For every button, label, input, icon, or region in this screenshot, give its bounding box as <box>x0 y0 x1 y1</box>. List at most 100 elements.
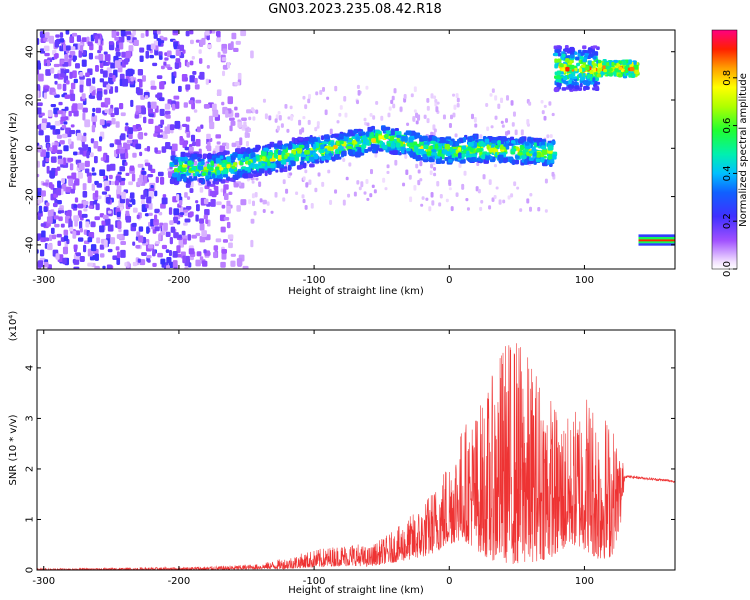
heatmap-cell <box>327 169 331 174</box>
heatmap-cell <box>115 139 122 145</box>
heatmap-cell <box>116 211 121 218</box>
heatmap-cell <box>110 112 115 118</box>
heatmap-cell <box>230 120 236 126</box>
heatmap-cell <box>343 95 347 102</box>
heatmap-cell <box>602 64 606 70</box>
heatmap-cell <box>231 32 237 40</box>
heatmap-cell <box>185 84 191 90</box>
heatmap-cell <box>115 51 121 57</box>
heatmap-cell <box>37 90 40 98</box>
heatmap-cell <box>39 48 46 54</box>
heatmap-cell <box>157 134 163 138</box>
heatmap-cell <box>57 240 62 247</box>
spectrogram-x-tick-label: -200 <box>168 275 191 286</box>
heatmap-cell <box>366 197 370 201</box>
spectrogram-x-tick-label: -100 <box>303 275 326 286</box>
heatmap-cell <box>171 103 176 111</box>
heatmap-cell <box>191 234 198 239</box>
heatmap-cell <box>194 84 200 90</box>
heatmap-cell <box>186 61 190 68</box>
heatmap-cell <box>77 172 83 179</box>
heatmap-cell <box>570 54 575 59</box>
spectrogram-y-axis: -40 -20 0 20 40 <box>25 45 675 253</box>
heatmap-cell <box>41 123 47 130</box>
heatmap-cell <box>341 150 347 157</box>
heatmap-cell <box>526 118 530 125</box>
heatmap-cell <box>470 148 474 153</box>
heatmap-cell <box>163 222 168 231</box>
heatmap-cell <box>334 189 338 194</box>
heatmap-cell <box>387 112 391 118</box>
snr-x-label: Height of straight line (km) <box>288 585 424 596</box>
heatmap-cell <box>453 104 457 110</box>
heatmap-cell <box>80 45 84 54</box>
spectrogram-y-tick-label: -40 <box>25 237 36 253</box>
heatmap-cell <box>366 131 370 137</box>
heatmap-cell <box>554 63 558 69</box>
heatmap-cell <box>226 206 231 214</box>
heatmap-cell <box>549 154 553 160</box>
heatmap-cell <box>112 75 116 82</box>
heatmap-cell <box>123 142 128 149</box>
heatmap-cell <box>173 44 177 50</box>
heatmap-cell <box>237 121 243 128</box>
heatmap-cell <box>345 176 349 181</box>
heatmap-cell <box>389 136 395 141</box>
heatmap-cell <box>434 101 438 107</box>
heatmap-cell <box>213 251 218 259</box>
spectrogram-x-tick-label: 100 <box>575 275 594 286</box>
heatmap-cell <box>520 129 524 136</box>
heatmap-cell <box>97 93 102 101</box>
heatmap-cell <box>82 144 89 151</box>
heatmap-cell <box>207 181 211 185</box>
heatmap-cell <box>517 152 523 156</box>
heatmap-cell <box>541 145 547 150</box>
heatmap-cell <box>68 110 72 117</box>
heatmap-cell <box>222 174 229 178</box>
heatmap-cell <box>305 182 309 188</box>
heatmap-cell <box>302 176 306 181</box>
heatmap-cell <box>195 232 201 237</box>
heatmap-cell <box>251 152 256 159</box>
heatmap-cell <box>60 116 66 122</box>
heatmap-cell <box>206 145 212 152</box>
heatmap-cell <box>467 141 474 147</box>
heatmap-cell <box>166 257 172 264</box>
colorbar-tick-label: 0.8 <box>722 70 733 86</box>
heatmap-cell <box>535 158 541 163</box>
heatmap-cell <box>190 134 196 142</box>
heatmap-cell <box>43 237 50 242</box>
heatmap-cell <box>466 157 473 161</box>
heatmap-cell <box>417 114 421 120</box>
heatmap-cell <box>329 199 333 205</box>
heatmap-cell <box>116 257 121 265</box>
heatmap-cell <box>178 85 182 92</box>
heatmap-cell <box>326 96 330 100</box>
heatmap-cell <box>245 127 249 134</box>
heatmap-cell <box>106 84 111 90</box>
heatmap-cell <box>463 170 467 176</box>
heatmap-cell <box>240 199 247 206</box>
heatmap-cell <box>143 175 148 184</box>
heatmap-cell <box>419 178 423 182</box>
heatmap-cell <box>353 130 358 134</box>
heatmap-cell <box>59 73 66 78</box>
heatmap-cell <box>104 109 109 114</box>
heatmap-cell <box>132 241 136 246</box>
heatmap-cell <box>87 175 92 184</box>
heatmap-cell <box>382 144 388 150</box>
heatmap-cell <box>490 125 494 129</box>
heatmap-cell <box>166 265 170 269</box>
heatmap-cell <box>480 200 484 204</box>
heatmap-cell <box>233 183 239 188</box>
heatmap-cell <box>91 115 98 122</box>
heatmap-cell <box>165 114 171 119</box>
heatmap-cell <box>412 117 416 122</box>
heatmap-cell <box>489 155 493 160</box>
heatmap-cell <box>48 35 54 44</box>
heatmap-cell <box>73 244 78 250</box>
heatmap-cell <box>153 133 159 137</box>
heatmap-cell <box>433 128 437 133</box>
heatmap-cell <box>319 89 323 95</box>
